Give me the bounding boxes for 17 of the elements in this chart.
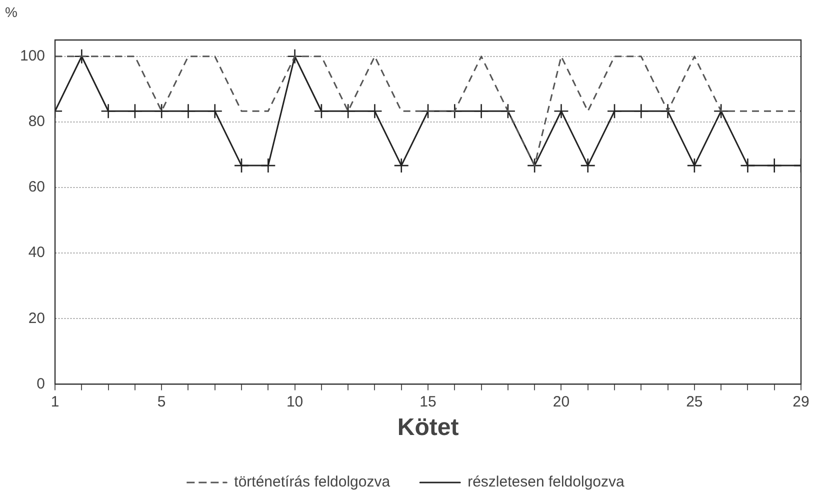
x-tick-label: 20	[552, 393, 570, 410]
y-axis-title: %	[5, 4, 18, 20]
x-tick-label: 10	[286, 393, 304, 410]
legend-label: részletesen feldolgozva	[468, 474, 625, 491]
y-tick-label: 20	[28, 310, 46, 327]
y-tick-label: 40	[28, 244, 46, 262]
x-tick-label: 15	[420, 393, 436, 410]
x-axis-title: Kötet	[397, 414, 459, 442]
x-tick-label: 25	[686, 393, 703, 410]
x-tick-label: 1	[50, 393, 60, 410]
y-tick-label: 60	[28, 178, 46, 196]
y-tick-label: 80	[28, 113, 46, 130]
y-tick-label: 0	[36, 375, 46, 392]
y-tick-label: 100	[20, 48, 46, 65]
x-tick-label: 29	[792, 393, 810, 410]
x-tick-label: 5	[157, 393, 166, 410]
legend-label: történetírás feldolgozva	[234, 474, 391, 491]
